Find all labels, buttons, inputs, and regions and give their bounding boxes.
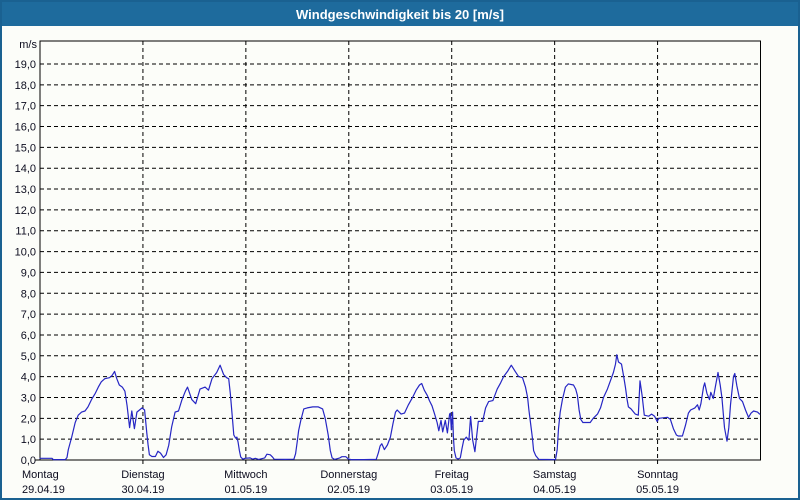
y-tick-label: 18,0 — [15, 80, 36, 92]
chart-title: Windgeschwindigkeit bis 20 [m/s] — [296, 6, 504, 22]
day-date-label: 01.05.19 — [224, 484, 267, 496]
y-tick-label: 4,0 — [21, 372, 36, 384]
title-bar: Windgeschwindigkeit bis 20 [m/s] — [2, 2, 798, 26]
plot-border — [39, 40, 761, 461]
y-tick-label: 12,0 — [15, 205, 36, 217]
day-date-label: 30.04.19 — [122, 484, 165, 496]
day-date-label: 02.05.19 — [327, 484, 370, 496]
y-tick-label: 9,0 — [21, 267, 36, 279]
y-tick-label: 2,0 — [21, 413, 36, 425]
day-date-label: 29.04.19 — [22, 484, 65, 496]
day-name-label: Freitag — [435, 469, 469, 481]
y-tick-label: 19,0 — [15, 59, 36, 71]
y-tick-label: 15,0 — [15, 142, 36, 154]
y-tick-label: 13,0 — [15, 184, 36, 196]
y-tick-label: 8,0 — [21, 288, 36, 300]
y-tick-label: 14,0 — [15, 163, 36, 175]
series-line — [39, 354, 761, 461]
day-name-label: Dienstag — [121, 469, 164, 481]
y-tick-label: 1,0 — [21, 434, 36, 446]
day-date-label: 03.05.19 — [430, 484, 473, 496]
y-axis-labels: 0,0 1,0 2,0 3,0 4,0 5,0 6,0 7,0 8,0 9,0 10,0 11,0 12… — [15, 59, 36, 467]
day-name-label: Donnerstag — [320, 469, 377, 481]
y-gridlines — [40, 63, 761, 440]
day-name-label: Mittwoch — [224, 469, 267, 481]
day-date-label: 05.05.19 — [636, 484, 679, 496]
day-date-label: 04.05.19 — [533, 484, 576, 496]
y-tick-label: 11,0 — [15, 226, 36, 238]
x-axis-labels: Montag 29.04.19 Dienstag 30.04.19 Mittwoch 01… — [22, 469, 679, 496]
y-axis-unit-label: m/s — [19, 39, 37, 51]
y-tick-label: 5,0 — [21, 351, 36, 363]
x-ticks — [142, 460, 659, 464]
day-name-label: Sonntag — [637, 469, 678, 481]
y-tick-label: 7,0 — [21, 309, 36, 321]
day-name-label: Montag — [22, 469, 59, 481]
y-tick-label: 10,0 — [15, 247, 36, 259]
y-tick-label: 16,0 — [15, 122, 36, 134]
y-tick-label: 17,0 — [15, 101, 36, 113]
y-tick-label: 3,0 — [21, 392, 36, 404]
y-tick-label: 0,0 — [21, 455, 36, 467]
y-tick-label: 6,0 — [21, 330, 36, 342]
day-name-label: Samstag — [533, 469, 576, 481]
